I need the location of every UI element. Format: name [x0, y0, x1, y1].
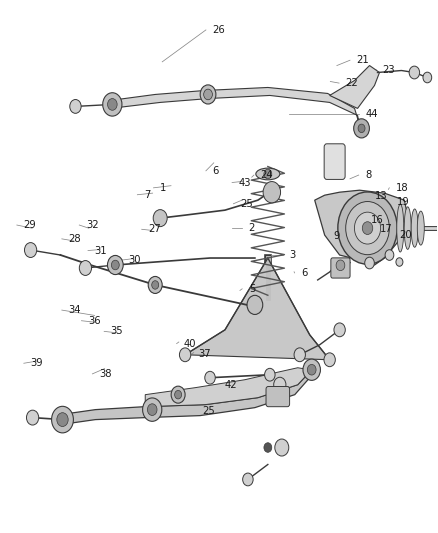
Circle shape: [171, 386, 185, 403]
Ellipse shape: [404, 207, 411, 249]
Circle shape: [354, 212, 381, 244]
Text: 42: 42: [224, 379, 237, 390]
Circle shape: [423, 72, 432, 83]
Text: 17: 17: [380, 224, 392, 235]
Circle shape: [153, 209, 167, 227]
Polygon shape: [110, 87, 360, 125]
Text: 29: 29: [23, 220, 36, 230]
Circle shape: [346, 201, 389, 255]
Circle shape: [307, 365, 316, 375]
Circle shape: [338, 192, 397, 264]
Polygon shape: [314, 190, 407, 265]
Text: 20: 20: [399, 230, 412, 240]
Circle shape: [263, 182, 281, 203]
Text: 16: 16: [371, 215, 384, 225]
Circle shape: [358, 124, 365, 133]
Circle shape: [107, 255, 123, 274]
Circle shape: [204, 90, 212, 99]
Circle shape: [336, 260, 345, 271]
Circle shape: [200, 85, 216, 104]
Circle shape: [148, 277, 162, 294]
Text: 25: 25: [202, 406, 215, 416]
Circle shape: [25, 243, 37, 257]
Circle shape: [409, 66, 420, 79]
FancyBboxPatch shape: [331, 258, 350, 278]
Text: 21: 21: [357, 55, 369, 65]
Text: 7: 7: [144, 190, 150, 200]
Text: 13: 13: [375, 191, 388, 201]
Circle shape: [70, 100, 81, 114]
Circle shape: [324, 353, 336, 367]
Circle shape: [175, 390, 182, 399]
Text: 37: 37: [198, 349, 211, 359]
Text: 32: 32: [86, 220, 99, 230]
Circle shape: [354, 119, 369, 138]
Circle shape: [396, 258, 403, 266]
Polygon shape: [145, 368, 312, 407]
FancyBboxPatch shape: [266, 386, 290, 407]
Circle shape: [103, 93, 122, 116]
Circle shape: [143, 398, 162, 421]
Text: 9: 9: [333, 231, 340, 241]
Circle shape: [247, 295, 263, 314]
Text: 5: 5: [249, 284, 255, 294]
Text: 28: 28: [68, 234, 81, 244]
Circle shape: [26, 410, 39, 425]
FancyBboxPatch shape: [324, 144, 345, 180]
Circle shape: [204, 89, 212, 100]
Circle shape: [275, 439, 289, 456]
Circle shape: [79, 261, 92, 276]
Text: 3: 3: [290, 250, 296, 260]
Circle shape: [264, 169, 272, 179]
Circle shape: [111, 260, 119, 270]
Text: 34: 34: [68, 305, 81, 315]
Text: 38: 38: [99, 369, 111, 379]
Text: 22: 22: [346, 78, 358, 88]
Circle shape: [365, 257, 374, 269]
Text: 26: 26: [212, 25, 225, 35]
Circle shape: [152, 281, 159, 289]
Text: 1: 1: [160, 183, 166, 193]
Text: 30: 30: [128, 255, 141, 265]
Text: 2: 2: [249, 223, 255, 233]
Polygon shape: [330, 66, 379, 108]
Ellipse shape: [256, 168, 280, 180]
Text: 19: 19: [397, 197, 410, 207]
Circle shape: [57, 413, 68, 426]
Text: 39: 39: [30, 358, 43, 368]
Circle shape: [334, 323, 345, 337]
Text: 8: 8: [365, 170, 371, 180]
Text: 18: 18: [396, 183, 409, 193]
Circle shape: [274, 377, 286, 392]
Text: 44: 44: [365, 109, 378, 119]
Circle shape: [264, 443, 272, 453]
Text: 23: 23: [383, 65, 396, 75]
Circle shape: [362, 222, 373, 235]
Circle shape: [294, 348, 305, 362]
Circle shape: [303, 359, 321, 381]
Circle shape: [148, 404, 157, 416]
Ellipse shape: [417, 211, 424, 245]
Text: 40: 40: [183, 338, 196, 349]
Text: 6: 6: [301, 268, 307, 278]
Text: 36: 36: [88, 316, 101, 326]
Circle shape: [52, 406, 74, 433]
Text: 43: 43: [239, 177, 251, 188]
Text: 35: 35: [111, 326, 124, 336]
Text: 24: 24: [261, 170, 273, 180]
Polygon shape: [185, 258, 330, 360]
Text: 25: 25: [240, 199, 253, 209]
Circle shape: [265, 368, 275, 381]
Circle shape: [108, 99, 117, 110]
Text: 31: 31: [95, 246, 107, 255]
Text: 6: 6: [212, 166, 219, 176]
Ellipse shape: [411, 209, 418, 247]
Circle shape: [180, 348, 191, 362]
Circle shape: [385, 250, 394, 260]
Polygon shape: [60, 370, 312, 425]
Ellipse shape: [397, 204, 404, 252]
Circle shape: [243, 473, 253, 486]
Text: 27: 27: [148, 224, 161, 235]
Circle shape: [205, 372, 215, 384]
